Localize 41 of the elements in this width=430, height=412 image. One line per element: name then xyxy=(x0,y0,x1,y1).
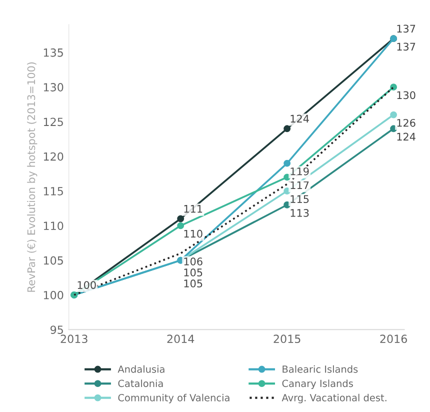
y-tick-label: 130 xyxy=(44,83,64,92)
data-label: 137 xyxy=(397,24,416,33)
data-label: 119 xyxy=(290,167,309,176)
data-label: 130 xyxy=(397,91,416,100)
data-label: 113 xyxy=(290,209,309,217)
data-label: 124 xyxy=(397,132,416,141)
legend-label: Andalusia xyxy=(118,365,164,373)
y-axis-title: RevPar (€) Evolution by hotspot (2013=100) xyxy=(27,62,38,292)
data-label: 106 xyxy=(184,258,202,266)
y-tick-label: 135 xyxy=(44,48,63,57)
data-label: 137 xyxy=(397,42,416,51)
data-label: 117 xyxy=(290,181,309,190)
legend-label: Catalonia xyxy=(118,380,163,388)
y-tick-label: 105 xyxy=(44,256,63,265)
y-tick-label: 95 xyxy=(50,326,63,334)
legend-label: Canary Islands xyxy=(282,380,353,389)
x-tick-label: 2015 xyxy=(274,334,300,344)
x-tick-label: 2016 xyxy=(380,334,407,344)
x-tick-label: 2013 xyxy=(60,334,88,344)
y-tick-label: 115 xyxy=(44,187,63,196)
data-label: 105 xyxy=(184,280,202,288)
y-tick-label: 110 xyxy=(44,222,64,230)
legend-label: Community of Valencia xyxy=(118,394,230,404)
data-label: 124 xyxy=(290,114,309,123)
y-tick-label: 125 xyxy=(44,118,63,126)
data-label: 100 xyxy=(78,281,96,289)
legend-label: Avrg. Vacational dest. xyxy=(282,394,386,404)
x-tick-label: 2014 xyxy=(167,334,194,344)
data-label: 110 xyxy=(184,230,202,238)
point xyxy=(177,215,184,222)
data-label: 115 xyxy=(290,195,309,204)
data-label: 105 xyxy=(184,268,202,276)
point xyxy=(177,222,184,230)
legend-label: Balearic Islands xyxy=(282,365,358,373)
data-label: 111 xyxy=(184,205,202,213)
data-label: 126 xyxy=(397,118,416,127)
point xyxy=(284,160,291,167)
y-tick-label: 100 xyxy=(44,290,64,300)
point xyxy=(390,111,398,118)
point xyxy=(284,125,291,132)
y-tick-label: 120 xyxy=(44,152,64,161)
